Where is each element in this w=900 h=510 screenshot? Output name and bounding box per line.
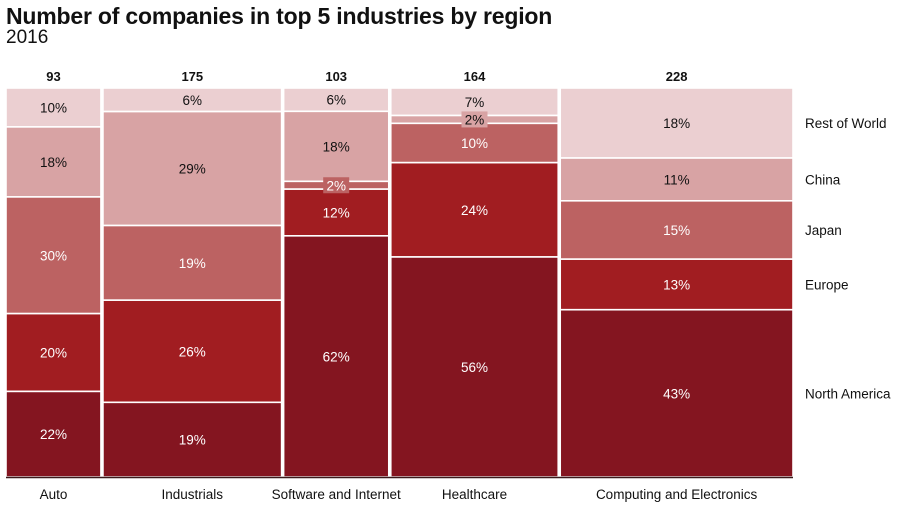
segment-computing-and-electronics-japan (559, 200, 794, 260)
segment-software-and-internet-china (282, 110, 390, 183)
segment-healthcare-north-america (389, 256, 560, 478)
legend-label-rest-of-world: Rest of World (805, 116, 887, 131)
value-label-auto-rest-of-world: 10% (40, 100, 67, 115)
segment-healthcare-rest-of-world (389, 87, 560, 117)
segment-software-and-internet-north-america (282, 235, 390, 478)
category-label-industrials: Industrials (162, 487, 224, 502)
total-label-industrials: 175 (181, 69, 203, 84)
value-label-healthcare-rest-of-world: 7% (465, 95, 485, 110)
category-label-software-and-internet: Software and Internet (272, 487, 401, 502)
category-label-auto: Auto (40, 487, 68, 502)
legend-label-japan: Japan (805, 223, 842, 238)
segment-healthcare-europe (389, 161, 560, 258)
value-label-software-and-internet-rest-of-world: 6% (326, 93, 346, 108)
total-label-healthcare: 164 (464, 69, 486, 84)
segment-industrials-europe (102, 299, 283, 404)
segment-computing-and-electronics-north-america (559, 308, 794, 478)
value-label-auto-north-america: 22% (40, 427, 67, 442)
small-label-box-healthcare-china (461, 111, 488, 128)
category-label-computing-and-electronics: Computing and Electronics (596, 487, 758, 502)
value-label-computing-and-electronics-china: 11% (664, 172, 690, 187)
total-label-auto: 93 (46, 69, 60, 84)
value-label-computing-and-electronics-europe: 13% (663, 277, 690, 292)
chart-subtitle: 2016 (6, 27, 49, 48)
value-label-software-and-internet-north-america: 62% (323, 349, 350, 364)
total-label-software-and-internet: 103 (325, 69, 347, 84)
value-label-computing-and-electronics-north-america: 43% (663, 386, 690, 401)
value-label-industrials-europe: 26% (179, 344, 206, 359)
value-label-software-and-internet-europe: 12% (323, 205, 350, 220)
value-label-computing-and-electronics-japan: 15% (663, 223, 690, 238)
value-label-healthcare-europe: 24% (461, 203, 488, 218)
value-label-auto-japan: 30% (40, 248, 67, 263)
category-label-healthcare: Healthcare (442, 487, 507, 502)
value-label-computing-and-electronics-rest-of-world: 18% (663, 116, 690, 131)
chart-title: Number of companies in top 5 industries … (6, 3, 553, 29)
value-label-software-and-internet-china: 18% (323, 139, 350, 154)
value-label-healthcare-north-america: 56% (461, 360, 488, 375)
segment-auto-rest-of-world (5, 87, 102, 128)
legend-label-north-america: North America (805, 386, 891, 401)
legend-label-china: China (805, 172, 841, 187)
value-label-industrials-japan: 19% (179, 256, 206, 271)
value-label-auto-china: 18% (40, 155, 67, 170)
value-label-auto-europe: 20% (40, 346, 67, 361)
legend-label-europe: Europe (805, 277, 849, 292)
value-label-healthcare-china: 2% (465, 112, 485, 127)
segment-industrials-north-america (102, 401, 283, 478)
value-label-industrials-china: 29% (179, 162, 206, 177)
total-label-computing-and-electronics: 228 (666, 69, 688, 84)
value-label-industrials-north-america: 19% (179, 433, 206, 448)
value-label-industrials-rest-of-world: 6% (183, 93, 203, 108)
segment-auto-china (5, 126, 102, 198)
small-label-box-software-and-internet-japan (323, 177, 350, 194)
value-label-software-and-internet-japan: 2% (326, 178, 346, 193)
value-label-healthcare-japan: 10% (461, 136, 488, 151)
